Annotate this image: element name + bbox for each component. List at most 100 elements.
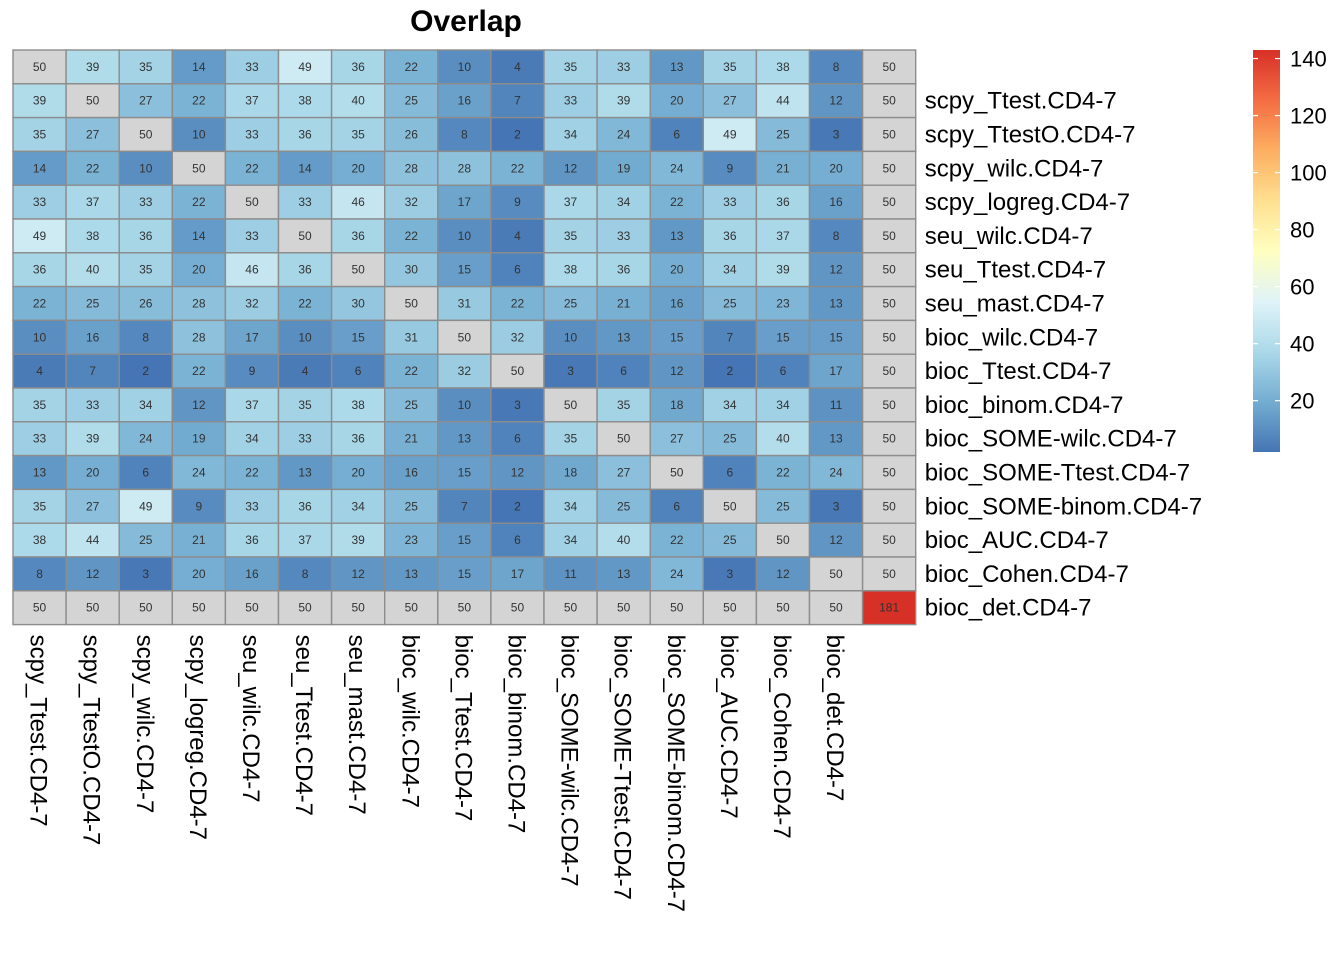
cell-value-label: 50 xyxy=(617,601,631,615)
row-labels: scpy_Ttest.CD4-7 scpy_TtestO.CD4-7 scpy_wi… xyxy=(925,88,1202,622)
cell-value-label: 25 xyxy=(776,128,790,142)
cell-value-label: 50 xyxy=(723,499,737,513)
cell-value-label: 35 xyxy=(139,263,153,277)
heatmap-cell xyxy=(808,488,864,524)
cell-value-label: 35 xyxy=(139,60,153,74)
cell-value-label: 15 xyxy=(458,567,472,581)
cell-value-label: 27 xyxy=(139,94,153,108)
heatmap-cell xyxy=(861,116,917,153)
row-label: bioc_wilc.CD4-7 xyxy=(925,324,1098,351)
heatmap-cell xyxy=(12,285,67,322)
cell-value-label: 3 xyxy=(833,499,840,513)
heatmap-cell xyxy=(330,184,386,220)
cell-value-label: 36 xyxy=(351,432,365,446)
cell-value-label: 23 xyxy=(776,297,790,311)
cell-value-label: 37 xyxy=(86,195,100,209)
heatmap-cell xyxy=(118,387,173,423)
cell-value-label: 50 xyxy=(670,601,684,615)
cell-value-label: 12 xyxy=(351,567,365,581)
cell-value-label: 4 xyxy=(36,364,43,378)
cell-value-label: 50 xyxy=(139,601,153,615)
cell-value-label: 50 xyxy=(882,161,896,175)
cell-value-label: 17 xyxy=(245,330,259,344)
heatmap-cell xyxy=(171,421,227,457)
cell-value-label: 33 xyxy=(298,195,312,209)
heatmap-cell xyxy=(277,387,333,423)
heatmap-cell xyxy=(543,116,598,153)
cell-value-label: 40 xyxy=(617,533,631,547)
cell-value-label: 6 xyxy=(620,364,627,378)
heatmap-cell xyxy=(65,353,120,389)
heatmap-cell xyxy=(755,116,811,153)
cell-value-label: 10 xyxy=(33,330,47,344)
cell-value-label: 25 xyxy=(86,297,100,311)
heatmap-cell xyxy=(861,184,917,220)
heatmap-cell xyxy=(596,421,651,457)
heatmap-cell xyxy=(861,488,917,524)
cell-value-label: 34 xyxy=(617,195,631,209)
heatmap-cell xyxy=(384,488,439,524)
heatmap-cell xyxy=(543,218,598,254)
cell-value-label: 46 xyxy=(351,195,365,209)
cell-value-label: 50 xyxy=(882,60,896,74)
cell-value-label: 38 xyxy=(298,94,312,108)
heatmap-cell xyxy=(12,421,67,457)
cell-value-label: 50 xyxy=(882,466,896,480)
cell-value-label: 16 xyxy=(829,195,843,209)
column-label: bioc_Cohen.CD4-7 xyxy=(768,635,795,839)
cell-value-label: 26 xyxy=(139,297,153,311)
column-label: seu_mast.CD4-7 xyxy=(343,635,370,815)
cell-value-label: 36 xyxy=(617,263,631,277)
cell-value-label: 50 xyxy=(882,128,896,142)
cell-value-label: 35 xyxy=(564,60,578,74)
cell-value-label: 21 xyxy=(405,432,419,446)
heatmap-cell xyxy=(702,184,758,220)
cell-value-label: 36 xyxy=(298,499,312,513)
cell-value-label: 12 xyxy=(829,533,843,547)
cell-value-label: 15 xyxy=(458,533,472,547)
heatmap-cell xyxy=(437,387,492,423)
cell-value-label: 10 xyxy=(458,60,472,74)
heatmap-cell xyxy=(330,421,386,457)
cell-value-label: 50 xyxy=(192,161,206,175)
cell-value-label: 18 xyxy=(670,398,684,412)
cell-value-label: 9 xyxy=(249,364,256,378)
cell-value-label: 20 xyxy=(192,263,206,277)
cell-value-label: 32 xyxy=(458,364,472,378)
heatmap-cell xyxy=(861,556,917,592)
column-label: bioc_SOME-Ttest.CD4-7 xyxy=(609,635,636,900)
cell-value-label: 50 xyxy=(33,601,47,615)
cell-value-label: 35 xyxy=(33,398,47,412)
heatmap-cell xyxy=(861,421,917,457)
heatmap-cell xyxy=(649,184,705,220)
heatmap-cell xyxy=(702,488,758,524)
heatmap-cell xyxy=(277,556,333,592)
cell-value-label: 13 xyxy=(405,567,419,581)
cell-value-label: 35 xyxy=(351,128,365,142)
cell-value-label: 22 xyxy=(192,195,206,209)
cell-value-label: 2 xyxy=(514,128,521,142)
cell-value-label: 50 xyxy=(882,567,896,581)
cell-value-label: 30 xyxy=(351,297,365,311)
cell-value-label: 32 xyxy=(511,330,525,344)
heatmap-cell xyxy=(171,590,227,626)
cell-value-label: 50 xyxy=(139,128,153,142)
cell-value-label: 49 xyxy=(33,229,47,243)
cell-value-label: 50 xyxy=(192,601,206,615)
heatmap-cell xyxy=(702,49,758,85)
cell-value-label: 25 xyxy=(564,297,578,311)
cell-value-label: 20 xyxy=(670,94,684,108)
heatmap-cell xyxy=(277,319,333,355)
cell-value-label: 50 xyxy=(351,263,365,277)
heatmap-cell xyxy=(277,454,333,491)
cell-value-label: 7 xyxy=(461,499,468,513)
heatmap-cell xyxy=(12,252,67,288)
heatmap-cell xyxy=(384,49,439,85)
cell-value-label: 50 xyxy=(776,533,790,547)
heatmap-cell xyxy=(755,488,811,524)
heatmap-cell xyxy=(437,522,492,558)
heatmap-cell xyxy=(755,421,811,457)
cell-value-label: 33 xyxy=(564,94,578,108)
cell-value-label: 16 xyxy=(86,330,100,344)
cell-value-label: 6 xyxy=(514,533,521,547)
